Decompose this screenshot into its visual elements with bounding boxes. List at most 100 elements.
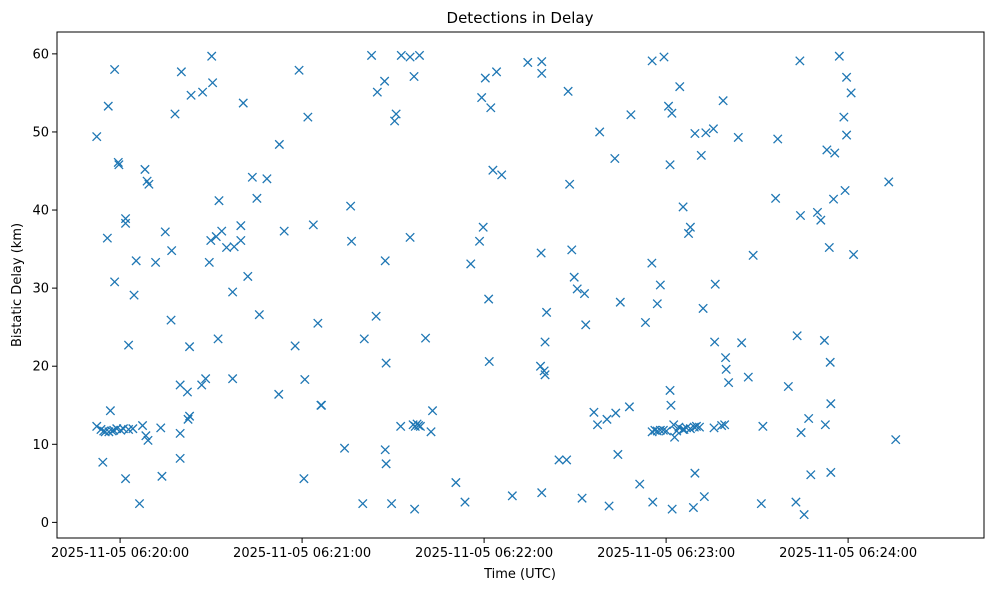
data-point (716, 420, 727, 431)
data-point (718, 96, 728, 106)
data-point (647, 258, 657, 268)
data-point (884, 177, 894, 187)
data-point (157, 471, 167, 481)
data-point (497, 170, 507, 180)
data-point (182, 387, 193, 397)
y-tick-label: 30 (32, 282, 49, 297)
data-point (758, 421, 768, 431)
data-point (561, 455, 572, 465)
y-tick-label: 50 (32, 125, 49, 140)
data-point (694, 422, 705, 432)
data-point (150, 257, 161, 268)
data-point (795, 210, 806, 221)
data-point (537, 68, 547, 79)
data-point (822, 145, 832, 155)
data-point (380, 445, 390, 455)
data-point (405, 232, 415, 243)
data-point (675, 82, 685, 92)
data-point (262, 174, 272, 184)
data-point (820, 420, 831, 430)
data-point (611, 408, 621, 418)
data-point (688, 502, 699, 513)
data-point (770, 193, 781, 203)
data-point (554, 455, 564, 465)
data-point (359, 334, 369, 344)
data-point (826, 399, 836, 409)
data-point (339, 443, 350, 453)
data-point (207, 78, 218, 88)
data-point (129, 290, 139, 300)
data-point (572, 284, 582, 294)
data-point (773, 134, 783, 144)
data-point (451, 477, 461, 488)
x-tick-label: 2025-11-05 06:23:00 (597, 546, 735, 561)
data-point (652, 299, 662, 309)
data-point (243, 271, 253, 282)
y-axis-ticks: 0 10 20 30 40 50 60 (32, 47, 57, 531)
data-point (381, 459, 391, 469)
data-point (116, 425, 126, 435)
data-point (221, 242, 232, 253)
data-point (279, 226, 289, 236)
data-point (615, 297, 625, 307)
data-point (577, 493, 587, 503)
data-point (170, 109, 180, 119)
data-point (848, 249, 859, 260)
data-point (640, 317, 651, 328)
data-point (891, 434, 901, 445)
data-point (537, 488, 547, 498)
data-point (303, 112, 313, 122)
data-point (92, 421, 102, 431)
data-point (665, 160, 675, 170)
data-point (236, 220, 246, 231)
data-point (96, 424, 106, 435)
data-point (396, 421, 406, 431)
data-point (167, 245, 177, 256)
data-point (358, 498, 368, 509)
data-point (841, 72, 852, 82)
data-point (658, 425, 669, 435)
data-point (300, 374, 310, 385)
data-point (701, 128, 711, 138)
data-point (540, 370, 550, 380)
data-point (698, 303, 708, 314)
data-point (290, 341, 300, 351)
data-point (491, 67, 502, 77)
data-point (379, 76, 390, 86)
y-tick-label: 10 (32, 438, 49, 453)
data-point (105, 406, 116, 416)
data-point (828, 194, 839, 204)
data-point (830, 148, 840, 158)
data-point (460, 497, 470, 507)
data-point (743, 372, 753, 382)
data-point (109, 425, 119, 435)
chart-title: Detections in Delay (447, 9, 594, 27)
x-tick-label: 2025-11-05 06:22:00 (415, 546, 553, 561)
data-point (414, 50, 425, 61)
data-point (824, 242, 834, 253)
data-point (477, 92, 487, 103)
data-point (535, 361, 546, 371)
data-point (699, 491, 709, 502)
data-point (624, 402, 635, 412)
data-point (371, 311, 381, 321)
data-point (409, 71, 419, 82)
data-point (175, 380, 185, 390)
x-axis-ticks: 2025-11-05 06:20:00 2025-11-05 06:21:00 20… (51, 538, 917, 561)
data-point (661, 426, 672, 436)
data-point (806, 470, 816, 480)
x-tick-label: 2025-11-05 06:21:00 (233, 546, 371, 561)
data-point (137, 420, 148, 431)
data-point (207, 51, 217, 61)
data-point (667, 504, 677, 514)
data-point (483, 294, 494, 304)
data-point (846, 88, 856, 98)
data-point (274, 389, 284, 399)
data-point (316, 400, 327, 410)
data-point (372, 87, 382, 97)
y-tick-label: 40 (32, 204, 49, 219)
data-point (825, 357, 835, 367)
data-point (690, 128, 700, 139)
